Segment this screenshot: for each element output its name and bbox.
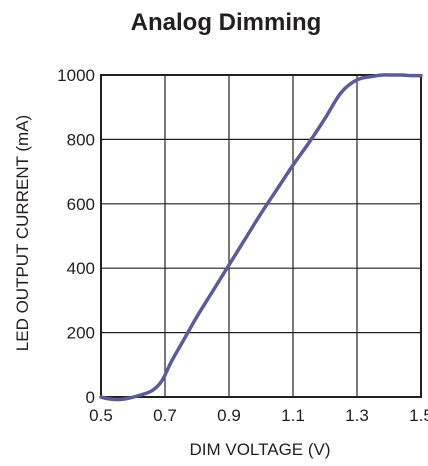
y-tick-label: 400 xyxy=(67,259,95,278)
plot-frame xyxy=(100,74,422,398)
x-tick-label: 1.1 xyxy=(281,406,305,425)
x-tick-label: 1.3 xyxy=(345,406,369,425)
series-line xyxy=(99,73,423,402)
y-tick-label: 1000 xyxy=(57,66,95,85)
y-tick-label: 0 xyxy=(86,388,95,407)
chart-title: Analog Dimming xyxy=(131,9,322,36)
y-tick-label: 600 xyxy=(67,195,95,214)
x-tick-label: 0.5 xyxy=(89,406,113,425)
x-tick-label: 0.7 xyxy=(153,406,177,425)
x-axis-label: DIM VOLTAGE (V) xyxy=(189,440,330,459)
x-tick-label: 1.5 xyxy=(409,406,428,425)
x-tick-label: 0.9 xyxy=(217,406,241,425)
y-axis-label: LED OUTPUT CURRENT (mA) xyxy=(13,115,32,351)
y-tick-label: 800 xyxy=(67,130,95,149)
y-tick-label: 200 xyxy=(67,324,95,343)
grid xyxy=(101,75,421,397)
x-axis-ticks: 0.5 0.7 0.9 1.1 1.3 1.5 xyxy=(89,406,428,425)
y-axis-ticks: 0 200 400 600 800 1000 xyxy=(57,66,95,407)
